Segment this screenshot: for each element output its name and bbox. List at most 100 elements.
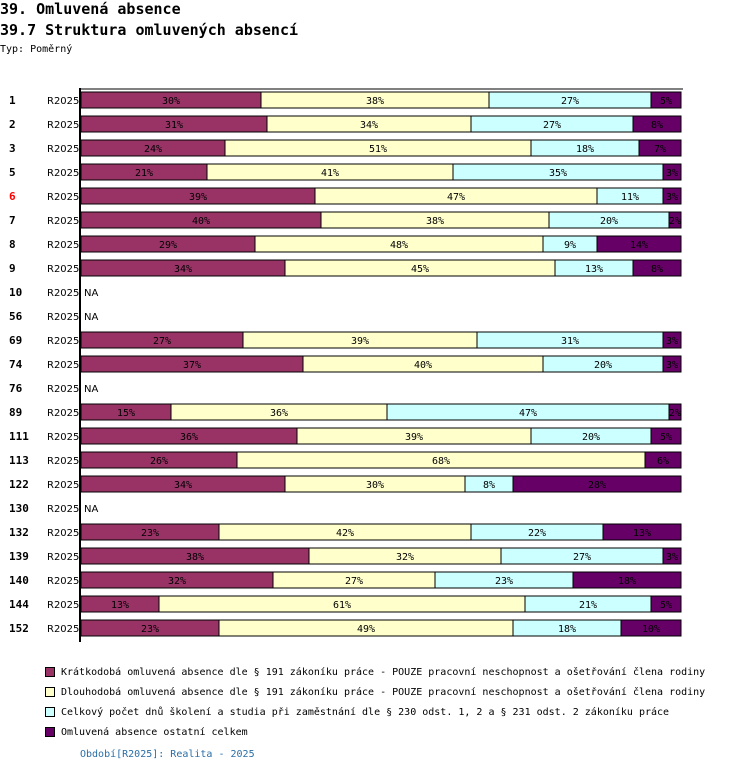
segment-value-label: 37%: [183, 360, 201, 371]
segment-value-label: 38%: [366, 96, 384, 107]
segment-value-label: 36%: [270, 408, 288, 419]
legend-label: Dlouhodobá omluvená absence dle § 191 zá…: [61, 686, 706, 698]
row-label: 130: [9, 502, 29, 515]
segment-value-label: 34%: [174, 480, 192, 491]
row-label: 74: [9, 358, 23, 371]
period-note[interactable]: Období[R2025]: Realita - 2025: [80, 749, 255, 760]
segment-value-label: 38%: [426, 216, 444, 227]
bar-segment: [662, 547, 682, 565]
segment-value-label: 36%: [180, 432, 198, 443]
segment-value-label: 49%: [357, 624, 375, 635]
segment-value-label: 27%: [345, 576, 363, 587]
bar-segment: [620, 619, 682, 637]
row-label: 1: [9, 94, 16, 107]
segment-value-label: 8%: [651, 264, 663, 275]
segment-value-label: 32%: [168, 576, 186, 587]
stacked-bar-chart: 1 R2025 30% 38% 27% 5% 2 R2025 31% 34% 27% 8% 3 R2025…: [9, 88, 683, 642]
bar-segment: [602, 523, 682, 541]
segment-value-label: 35%: [549, 168, 567, 179]
segment-value-label: 6%: [657, 456, 669, 467]
segment-value-label: 20%: [600, 216, 618, 227]
segment-value-label: 23%: [495, 576, 513, 587]
segment-value-label: 23%: [141, 528, 159, 539]
section-title: 39. Omluvená absence: [0, 0, 181, 18]
legend-label: Celkový počet dnů školení a studia při z…: [61, 706, 670, 718]
period-label: R2025: [47, 528, 79, 539]
row-label: 89: [9, 406, 22, 419]
legend-swatch-training: [45, 707, 55, 717]
segment-value-label: 38%: [186, 552, 204, 563]
segment-value-label: 40%: [192, 216, 210, 227]
segment-value-label: 22%: [528, 528, 546, 539]
period-label: R2025: [47, 504, 79, 515]
row-label: 10: [9, 286, 22, 299]
segment-value-label: 34%: [360, 120, 378, 131]
period-label: R2025: [47, 336, 79, 347]
bar-segment: [632, 259, 682, 277]
row-label: 140: [9, 574, 29, 587]
segment-value-label: 3%: [666, 168, 678, 179]
segment-value-label: 45%: [411, 264, 429, 275]
segment-value-label: 20%: [594, 360, 612, 371]
period-label: R2025: [47, 480, 79, 491]
legend-label: Krátkodobá omluvená absence dle § 191 zá…: [61, 666, 706, 678]
period-label: R2025: [47, 240, 79, 251]
segment-value-label: 26%: [150, 456, 168, 467]
row-label: 56: [9, 310, 23, 323]
legend-swatch-other: [45, 727, 55, 737]
segment-value-label: 23%: [141, 624, 159, 635]
legend-swatch-long-term: [45, 687, 55, 697]
segment-value-label: 48%: [390, 240, 408, 251]
row-label: 3: [9, 142, 16, 155]
bar-segment: [662, 355, 682, 373]
segment-value-label: 14%: [630, 240, 648, 251]
segment-value-label: 27%: [153, 336, 171, 347]
bar-segment: [644, 451, 682, 469]
period-label: R2025: [47, 408, 79, 419]
period-label: R2025: [47, 432, 79, 443]
segment-value-label: 21%: [135, 168, 153, 179]
segment-value-label: 3%: [666, 192, 678, 203]
segment-value-label: 31%: [561, 336, 579, 347]
period-label: R2025: [47, 192, 79, 203]
period-label: R2025: [47, 576, 79, 587]
segment-value-label: 3%: [666, 552, 678, 563]
row-label: 139: [9, 550, 29, 563]
legend-item: Krátkodobá omluvená absence dle § 191 zá…: [45, 662, 705, 682]
segment-value-label: 5%: [660, 96, 672, 107]
row-label: 69: [9, 334, 22, 347]
segment-value-label: 28%: [588, 480, 606, 491]
row-label: 111: [9, 430, 29, 443]
period-label: R2025: [47, 624, 79, 635]
segment-value-label: 21%: [579, 600, 597, 611]
row-label: 5: [9, 166, 16, 179]
legend-label: Omluvená absence ostatní celkem: [61, 726, 248, 738]
segment-value-label: 7%: [654, 144, 666, 155]
segment-value-label: 27%: [543, 120, 561, 131]
na-label: NA: [84, 288, 98, 299]
bar-segment: [668, 211, 682, 229]
na-label: NA: [84, 312, 98, 323]
chart-type-label: Typ: Poměrný: [0, 44, 73, 55]
period-label: R2025: [47, 600, 79, 611]
row-label: 7: [9, 214, 16, 227]
legend-item: Dlouhodobá omluvená absence dle § 191 zá…: [45, 682, 705, 702]
segment-value-label: 31%: [165, 120, 183, 131]
row-label: 132: [9, 526, 29, 539]
bar-segment: [662, 187, 682, 205]
legend: Krátkodobá omluvená absence dle § 191 zá…: [45, 662, 705, 742]
segment-value-label: 27%: [561, 96, 579, 107]
period-label: R2025: [47, 384, 79, 395]
period-label: R2025: [47, 144, 79, 155]
segment-value-label: 34%: [174, 264, 192, 275]
segment-value-label: 5%: [660, 600, 672, 611]
period-label: R2025: [47, 288, 79, 299]
segment-value-label: 27%: [573, 552, 591, 563]
segment-value-label: 47%: [519, 408, 537, 419]
segment-value-label: 61%: [333, 600, 351, 611]
segment-value-label: 40%: [414, 360, 432, 371]
segment-value-label: 10%: [642, 624, 660, 635]
row-label: 113: [9, 454, 29, 467]
segment-value-label: 8%: [651, 120, 663, 131]
bar-segment: [650, 427, 682, 445]
